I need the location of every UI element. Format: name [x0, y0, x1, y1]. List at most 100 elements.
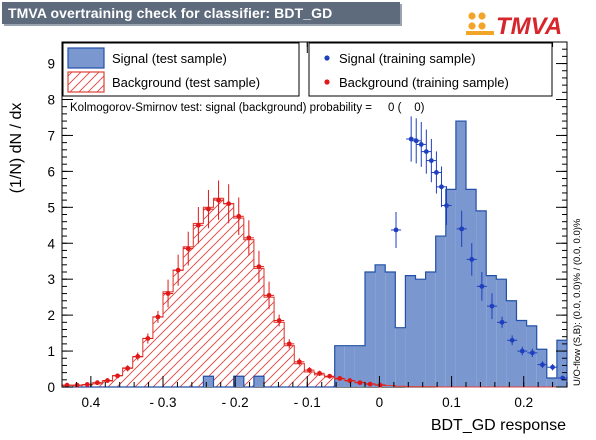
- signal-train-point-marker: [469, 257, 475, 262]
- background-train-point-30: [365, 381, 376, 387]
- background-train-point-marker: [74, 382, 80, 388]
- signal-train-point-0: [390, 211, 402, 248]
- x-axis-label: BDT_GD response: [431, 417, 566, 434]
- background-test-bin-10: [163, 291, 174, 387]
- background-train-point-marker: [276, 318, 282, 323]
- y-axis-label: (1/N) dN / dx: [8, 103, 25, 194]
- background-test-bin-17: [233, 218, 244, 387]
- background-train-point-marker: [145, 336, 151, 341]
- background-train-point-5: [112, 373, 123, 379]
- signal-train-point-marker: [428, 158, 434, 163]
- background-train-point-8: [142, 333, 153, 344]
- legend-left: Signal (test sample) Background (test sa…: [62, 42, 300, 97]
- signal-test-bin-28: [344, 345, 355, 387]
- signal-train-point-4: [421, 129, 432, 174]
- x-tick-label: 0.2: [514, 395, 533, 410]
- background-train-point-15: [213, 180, 224, 220]
- signal-train-point-marker: [439, 184, 444, 190]
- y-tick-label: 3: [47, 272, 55, 287]
- signal-test-bin-46: [526, 325, 537, 387]
- background-train-point-11: [173, 254, 184, 286]
- signal-test-bin-32: [385, 272, 396, 387]
- signal-train-point-8: [441, 186, 452, 225]
- x-tick-label: 0: [376, 395, 384, 410]
- signal-train-point-marker: [519, 348, 525, 354]
- background-test-bin-3: [92, 383, 103, 387]
- signal-test-bin-14: [203, 376, 214, 387]
- signal-train-point-marker: [509, 337, 515, 343]
- background-train-point-16: [223, 184, 234, 224]
- signal-test-bin-40: [466, 189, 477, 387]
- background-train-point-marker: [347, 378, 353, 383]
- signal-test-bin-48: [546, 378, 557, 387]
- background-test-bin-5: [112, 375, 123, 387]
- background-train-point-9: [152, 310, 163, 323]
- background-test-bin-19: [253, 268, 264, 387]
- background-train-point-marker: [135, 354, 141, 359]
- signal-test-bin-30: [365, 272, 376, 387]
- title-bar: TMVA overtraining check for classifier: …: [2, 2, 400, 24]
- signal-test-bin-39: [455, 121, 466, 387]
- background-train-point-12: [183, 231, 194, 266]
- signal-train-point-marker: [423, 149, 429, 155]
- background-test-bin-9: [152, 316, 163, 387]
- signal-test-bin-36: [425, 272, 436, 387]
- background-train-point-24: [304, 367, 315, 374]
- background-train-point-marker: [236, 213, 242, 219]
- legend-label-signal-train: Signal (training sample): [339, 51, 476, 66]
- background-train-point-marker: [165, 291, 171, 296]
- background-train-point-marker: [226, 201, 232, 207]
- background-train-point-21: [274, 314, 285, 327]
- background-train-point-marker: [256, 264, 262, 270]
- background-train-point-23: [294, 358, 305, 366]
- ks-test-text: Kolmogorov-Smirnov test: signal (backgro…: [70, 102, 425, 114]
- signal-train-point-marker: [393, 227, 399, 233]
- signal-train-point-17: [537, 361, 548, 369]
- signal-test-bin-27: [334, 345, 345, 387]
- background-train-point-marker: [296, 359, 302, 365]
- signal-train-point-3: [416, 122, 427, 167]
- signal-train-point-marker: [529, 350, 535, 356]
- signal-train-point-marker: [540, 362, 545, 368]
- signal-train-point-marker: [560, 375, 566, 381]
- background-train-point-22: [284, 339, 295, 349]
- background-test-bin-13: [193, 223, 204, 387]
- background-train-point-marker: [286, 341, 292, 347]
- signal-train-point-marker: [413, 138, 419, 144]
- signal-train-point-marker: [408, 136, 414, 142]
- tmva-logo-text: TMVA: [496, 13, 562, 40]
- signal-test-bin-41: [476, 210, 487, 387]
- background-train-point-marker: [337, 375, 343, 381]
- signal-test-bin-47: [536, 349, 547, 387]
- signal-test-bin-33: [395, 327, 406, 387]
- background-train-point-7: [132, 352, 143, 361]
- background-train-point-27: [334, 375, 345, 381]
- background-train-point-18: [243, 220, 254, 256]
- background-test-bin-4: [102, 380, 113, 387]
- background-test-bin-25: [314, 374, 325, 387]
- signal-train-point-1: [406, 116, 417, 162]
- background-test-bin-20: [264, 297, 275, 387]
- background-train-point-17: [233, 197, 244, 236]
- background-train-point-13: [193, 206, 204, 244]
- background-train-point-marker: [185, 246, 191, 252]
- background-train-point-marker: [84, 382, 90, 387]
- signal-test-bin-49: [556, 340, 567, 387]
- legend-swatch-signal-test: [67, 47, 105, 69]
- legend-label-signal-test: Signal (test sample): [112, 51, 227, 66]
- background-train-point-marker: [377, 382, 383, 388]
- background-test-bin-21: [274, 322, 285, 387]
- signal-train-point-marker: [434, 170, 439, 175]
- signal-train-point-16: [527, 348, 538, 358]
- background-test-bin-12: [183, 246, 194, 387]
- background-test-bin-8: [142, 338, 153, 387]
- y-tick-label: 2: [47, 308, 55, 323]
- tmva-logo-mark: [466, 12, 494, 35]
- background-train-point-marker: [125, 365, 131, 371]
- signal-test-bin-34: [405, 275, 416, 387]
- background-train-point-4: [102, 378, 113, 383]
- y-tick-label: 6: [47, 164, 55, 179]
- signal-test-bin-43: [496, 279, 507, 387]
- signal-train-point-18: [547, 364, 558, 371]
- background-train-point-marker: [175, 267, 181, 273]
